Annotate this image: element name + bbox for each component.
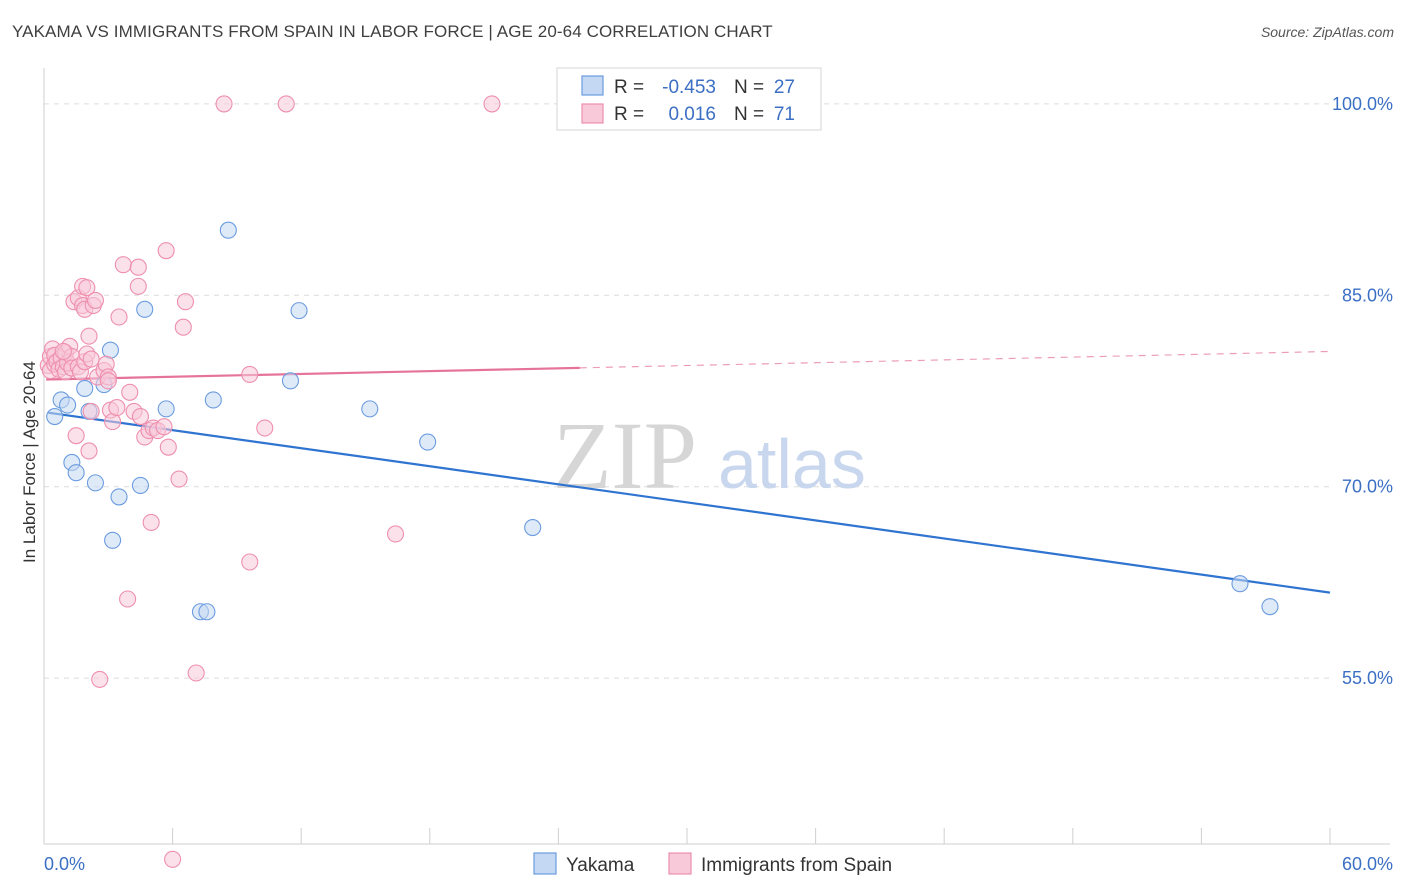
point-yakama-22 — [419, 433, 437, 451]
point-yakama-25 — [1261, 598, 1279, 616]
point-spain-42 — [119, 590, 137, 608]
stats-r-label-spain: R = — [614, 104, 644, 125]
point-spain-46 — [129, 277, 147, 295]
y-tick-label-3: 55.0% — [1342, 668, 1393, 688]
stats-n-value-yakama: 27 — [774, 77, 795, 98]
point-yakama-24 — [1231, 575, 1249, 593]
point-spain-43 — [121, 383, 139, 401]
point-spain-29 — [82, 402, 100, 420]
watermark-atlas: atlas — [718, 425, 866, 503]
tick-labels: 100.0% 85.0% 70.0% 55.0% 0.0% 60.0% — [44, 94, 1393, 874]
point-spain-65 — [277, 95, 295, 113]
point-spain-58 — [174, 318, 192, 336]
point-spain-66 — [386, 525, 405, 543]
stats-swatch-spain — [581, 103, 604, 124]
chart-source: Source: ZipAtlas.com — [1260, 24, 1394, 40]
point-spain-41 — [114, 256, 132, 274]
data-points — [39, 95, 1279, 868]
point-spain-62 — [241, 553, 259, 571]
trend-line-spain — [46, 366, 580, 381]
point-spain-60 — [187, 664, 205, 682]
y-tick-label-1: 85.0% — [1342, 285, 1393, 305]
point-spain-31 — [86, 291, 104, 309]
point-yakama-5 — [76, 379, 94, 398]
point-yakama-14 — [157, 400, 175, 418]
gridlines — [44, 103, 1330, 679]
y-tick-label-0: 100.0% — [1332, 94, 1393, 114]
point-spain-53 — [155, 418, 173, 436]
point-spain-27 — [80, 327, 98, 345]
x-tick-label-0: 0.0% — [44, 854, 85, 874]
point-yakama-7 — [86, 474, 104, 492]
trend-lines — [46, 350, 1331, 594]
x-tick-label-1: 60.0% — [1342, 854, 1393, 874]
point-yakama-12 — [131, 476, 149, 494]
point-spain-64 — [256, 419, 274, 437]
point-spain-25 — [78, 279, 96, 297]
point-spain-61 — [215, 95, 233, 113]
point-spain-54 — [157, 242, 175, 260]
point-yakama-19 — [281, 372, 300, 390]
legend-label-yakama: Yakama — [566, 855, 635, 876]
point-yakama-4 — [67, 464, 85, 482]
point-spain-45 — [129, 258, 147, 276]
stats-swatch-yakama — [581, 75, 604, 96]
y-tick-label-2: 70.0% — [1342, 477, 1393, 497]
point-spain-57 — [170, 470, 188, 488]
chart-title: YAKAMA VS IMMIGRANTS FROM SPAIN IN LABOR… — [12, 22, 773, 41]
point-spain-59 — [176, 293, 195, 311]
watermark: ZIP atlas — [553, 402, 866, 509]
stats-r-label-yakama: R = — [614, 77, 644, 98]
point-yakama-10 — [104, 531, 122, 549]
point-spain-56 — [164, 850, 182, 868]
stats-legend: R = -0.453 N = 27 R = 0.016 N = 71 — [556, 67, 822, 131]
point-yakama-23 — [524, 518, 542, 537]
point-spain-69 — [82, 350, 100, 368]
legend-swatch-yakama — [533, 852, 557, 875]
legend-label-spain: Immigrants from Spain — [701, 855, 892, 876]
stats-n-label-spain: N = — [734, 104, 764, 125]
stats-r-value-spain: 0.016 — [668, 104, 716, 125]
point-spain-17 — [67, 427, 85, 445]
point-spain-63 — [241, 365, 259, 383]
point-yakama-21 — [361, 400, 379, 418]
point-spain-68 — [99, 372, 117, 390]
stats-n-value-spain: 71 — [774, 104, 795, 125]
watermark-zip: ZIP — [553, 402, 697, 509]
legend-swatch-spain — [668, 852, 692, 875]
point-spain-67 — [483, 95, 501, 113]
point-spain-40 — [110, 308, 128, 326]
point-yakama-13 — [136, 300, 154, 318]
point-spain-28 — [80, 442, 98, 460]
point-yakama-17 — [204, 391, 222, 409]
point-spain-50 — [142, 513, 160, 531]
point-spain-33 — [91, 670, 109, 688]
point-spain-70 — [54, 342, 72, 361]
point-yakama-2 — [59, 396, 77, 414]
point-yakama-18 — [219, 221, 237, 239]
trend-line-yakama — [48, 411, 1331, 594]
trend-line-extension-spain — [579, 350, 1331, 369]
point-spain-55 — [159, 438, 177, 456]
point-spain-47 — [131, 407, 149, 426]
series-legend: Yakama Immigrants from Spain — [533, 852, 892, 876]
point-yakama-16 — [198, 603, 216, 621]
point-yakama-11 — [110, 488, 128, 506]
y-axis-label: In Labor Force | Age 20-64 — [20, 361, 39, 563]
point-yakama-20 — [290, 302, 308, 320]
stats-r-value-yakama: -0.453 — [662, 77, 716, 98]
point-yakama-0 — [46, 407, 64, 426]
stats-n-label-yakama: N = — [734, 77, 764, 98]
axes — [43, 68, 1390, 845]
point-spain-39 — [108, 399, 126, 417]
